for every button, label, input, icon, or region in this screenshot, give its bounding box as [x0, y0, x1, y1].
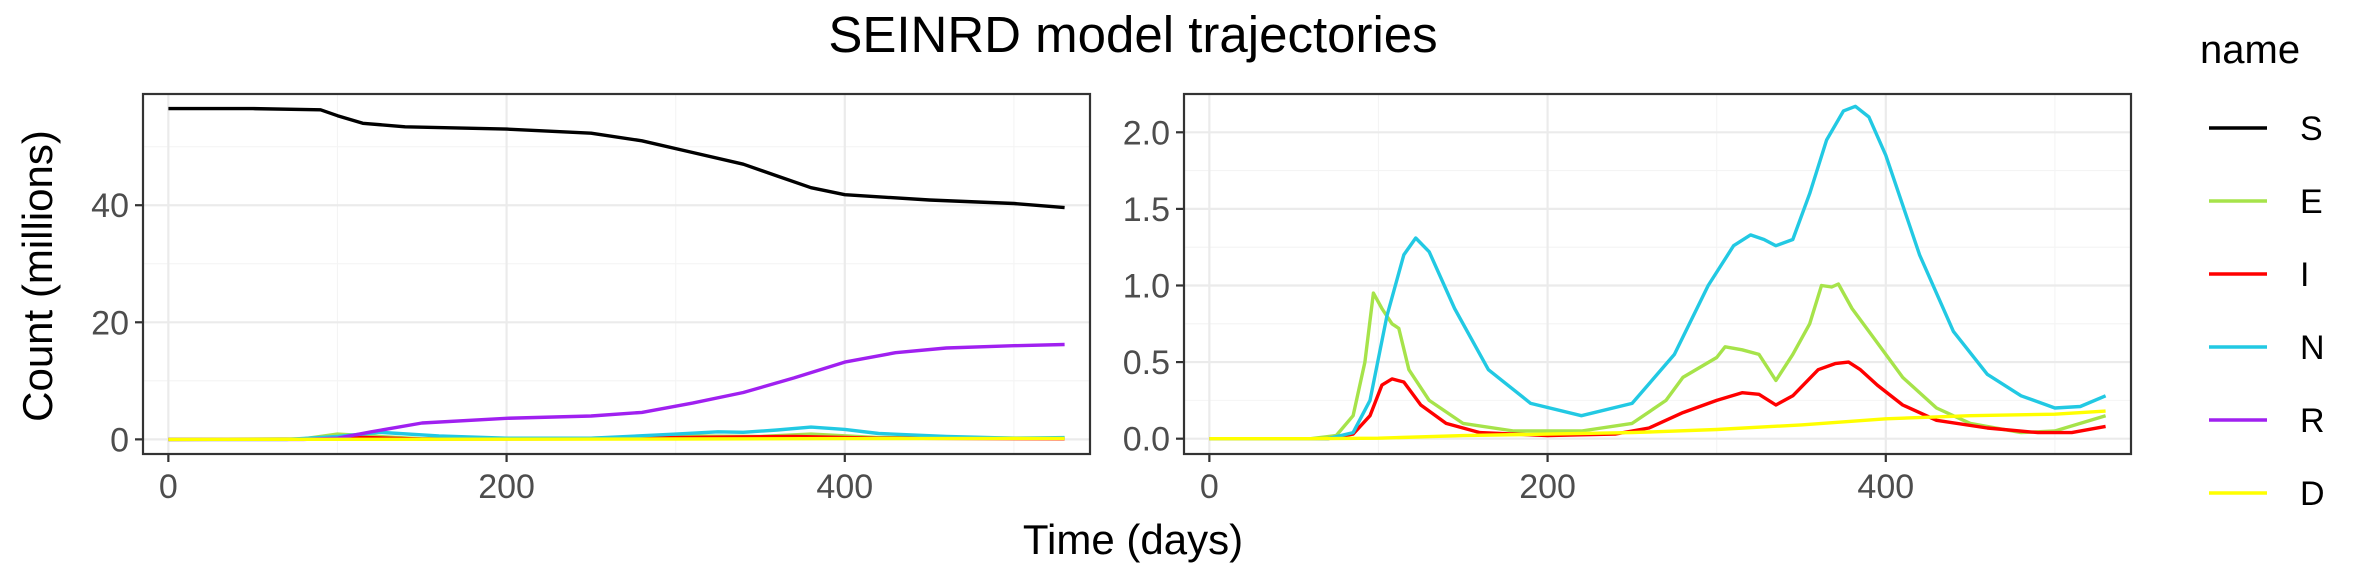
panel-background	[1184, 94, 2131, 454]
legend-label-S: S	[2300, 110, 2323, 148]
right-panel: 0 200 400 0.0 0.5 1.0 1.5 2.0	[1123, 92, 2133, 506]
x-axis-label: Time (days)	[1023, 516, 1243, 563]
x-tick-label: 0	[1200, 468, 1219, 506]
legend-label-R: R	[2300, 402, 2325, 440]
x-tick-label: 200	[1519, 468, 1576, 506]
legend-label-N: N	[2300, 329, 2325, 367]
left-panel: 0 200 400 0 20 40	[91, 92, 1092, 506]
y-tick-label: 2.0	[1123, 114, 1170, 152]
legend-label-I: I	[2300, 256, 2309, 294]
y-tick-label: 40	[91, 187, 129, 225]
legend-title: name	[2200, 28, 2300, 72]
y-tick-label: 0	[110, 421, 129, 459]
y-axis-label: Count (millions)	[14, 130, 61, 422]
series-line-N	[1209, 104, 2107, 441]
panel-border	[141, 92, 1092, 456]
x-tick-label: 400	[816, 468, 873, 506]
series-line-D	[1209, 409, 2106, 441]
legend-label-E: E	[2300, 183, 2323, 221]
y-tick-label: 0.0	[1123, 421, 1170, 459]
series-line-R	[168, 342, 1065, 442]
legend-label-D: D	[2300, 475, 2325, 513]
series-line-I	[1209, 360, 2106, 441]
series-line-E	[1209, 282, 2107, 441]
chart-title: SEINRD model trajectories	[828, 6, 1437, 63]
y-tick-label: 1.0	[1123, 267, 1170, 305]
x-tick-label: 200	[478, 468, 535, 506]
series-line-S	[168, 106, 1065, 210]
legend: name SEINRD	[2200, 28, 2325, 513]
y-tick-label: 20	[91, 304, 129, 342]
panel-background	[143, 94, 1090, 454]
x-tick-label: 0	[159, 468, 178, 506]
x-tick-label: 400	[1857, 468, 1914, 506]
y-tick-label: 0.5	[1123, 344, 1170, 382]
panel-border	[1182, 92, 2133, 456]
y-tick-label: 1.5	[1123, 191, 1170, 229]
series-line-D	[168, 436, 1065, 442]
